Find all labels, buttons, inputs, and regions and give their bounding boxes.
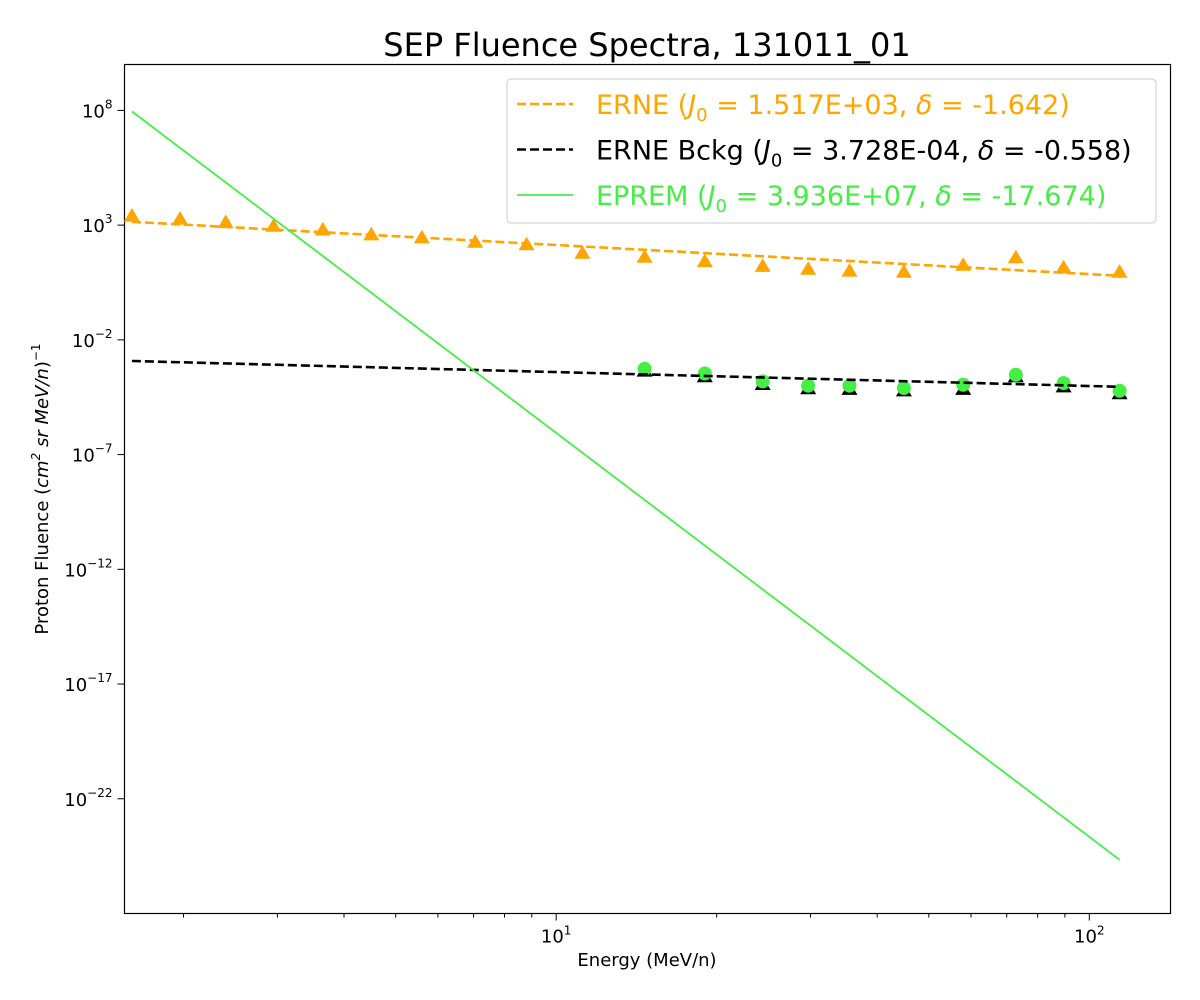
- data-point-erne: [841, 263, 858, 277]
- y-axis: 108 103 10−2 10−7 10−12 10−17 10−22: [64, 97, 125, 811]
- data-point-eprem_pts: [956, 377, 971, 392]
- y-tick-label: 103: [82, 212, 113, 237]
- y-tick-label: 108: [82, 97, 113, 122]
- data-point-erne: [696, 253, 713, 268]
- y-label-rest: sr MeV/n: [32, 368, 53, 453]
- legend-entry-erne: ERNE (J0 = 1.517E+03, δ = -1.642): [596, 90, 1070, 126]
- chart-title: SEP Fluence Spectra, 131011_01: [383, 26, 910, 64]
- data-point-erne: [172, 211, 188, 225]
- y-tick-label: 10−17: [64, 671, 112, 696]
- data-point-eprem_pts: [697, 366, 712, 381]
- fit-line-erne_fit: [131, 220, 1120, 278]
- y-label-sup2: 2: [29, 453, 43, 461]
- y-label-supm1: −1: [29, 343, 43, 361]
- y-tick-label: 10−12: [64, 556, 112, 581]
- data-point-erne: [217, 214, 234, 229]
- data-point-erne: [1007, 249, 1024, 264]
- data-point-erne: [1055, 259, 1072, 274]
- y-label-close: ): [32, 361, 53, 368]
- legend: ERNE (J0 = 1.517E+03, δ = -1.642) ERNE Bc…: [506, 78, 1157, 224]
- x-axis: 101 102: [183, 913, 1105, 948]
- fit-line-eprem_fit: [131, 110, 1121, 861]
- y-label-cm: cm: [32, 460, 53, 487]
- fit-line-bckg_fit: [131, 359, 1120, 389]
- data-point-erne: [754, 258, 771, 272]
- y-tick-label: 10−2: [72, 327, 113, 352]
- y-label-prefix: Proton Fluence (: [32, 488, 53, 635]
- data-point-eprem_pts: [842, 378, 857, 393]
- y-tick-label: 10−22: [64, 786, 112, 811]
- x-tick-label: 101: [541, 924, 572, 948]
- y-tick-label: 10−7: [72, 442, 113, 467]
- data-point-erne: [895, 264, 912, 278]
- data-point-eprem_pts: [1112, 383, 1127, 398]
- data-point-eprem_pts: [637, 361, 652, 376]
- series-layer: [123, 110, 1128, 861]
- legend-box: [506, 78, 1157, 224]
- x-axis-label: Energy (MeV/n): [577, 950, 716, 971]
- data-point-eprem_pts: [896, 381, 911, 395]
- data-point-eprem_pts: [1008, 367, 1023, 382]
- data-point-erne: [123, 208, 140, 222]
- legend-entry-eprem: EPREM (J0 = 3.936E+07, δ = -17.674): [596, 181, 1106, 217]
- data-point-erne: [574, 245, 591, 259]
- x-tick-label: 102: [1074, 924, 1105, 948]
- data-point-eprem_pts: [1056, 376, 1071, 391]
- legend-entry-bckg: ERNE Bckg (J0 = 3.728E-04, δ = -0.558): [596, 136, 1132, 172]
- data-point-erne: [1111, 264, 1128, 278]
- data-point-eprem_pts: [801, 378, 816, 393]
- y-axis-label: Proton Fluence (cm2 sr MeV/n)−1: [29, 343, 53, 634]
- data-point-erne: [800, 261, 817, 275]
- data-point-erne: [636, 249, 653, 263]
